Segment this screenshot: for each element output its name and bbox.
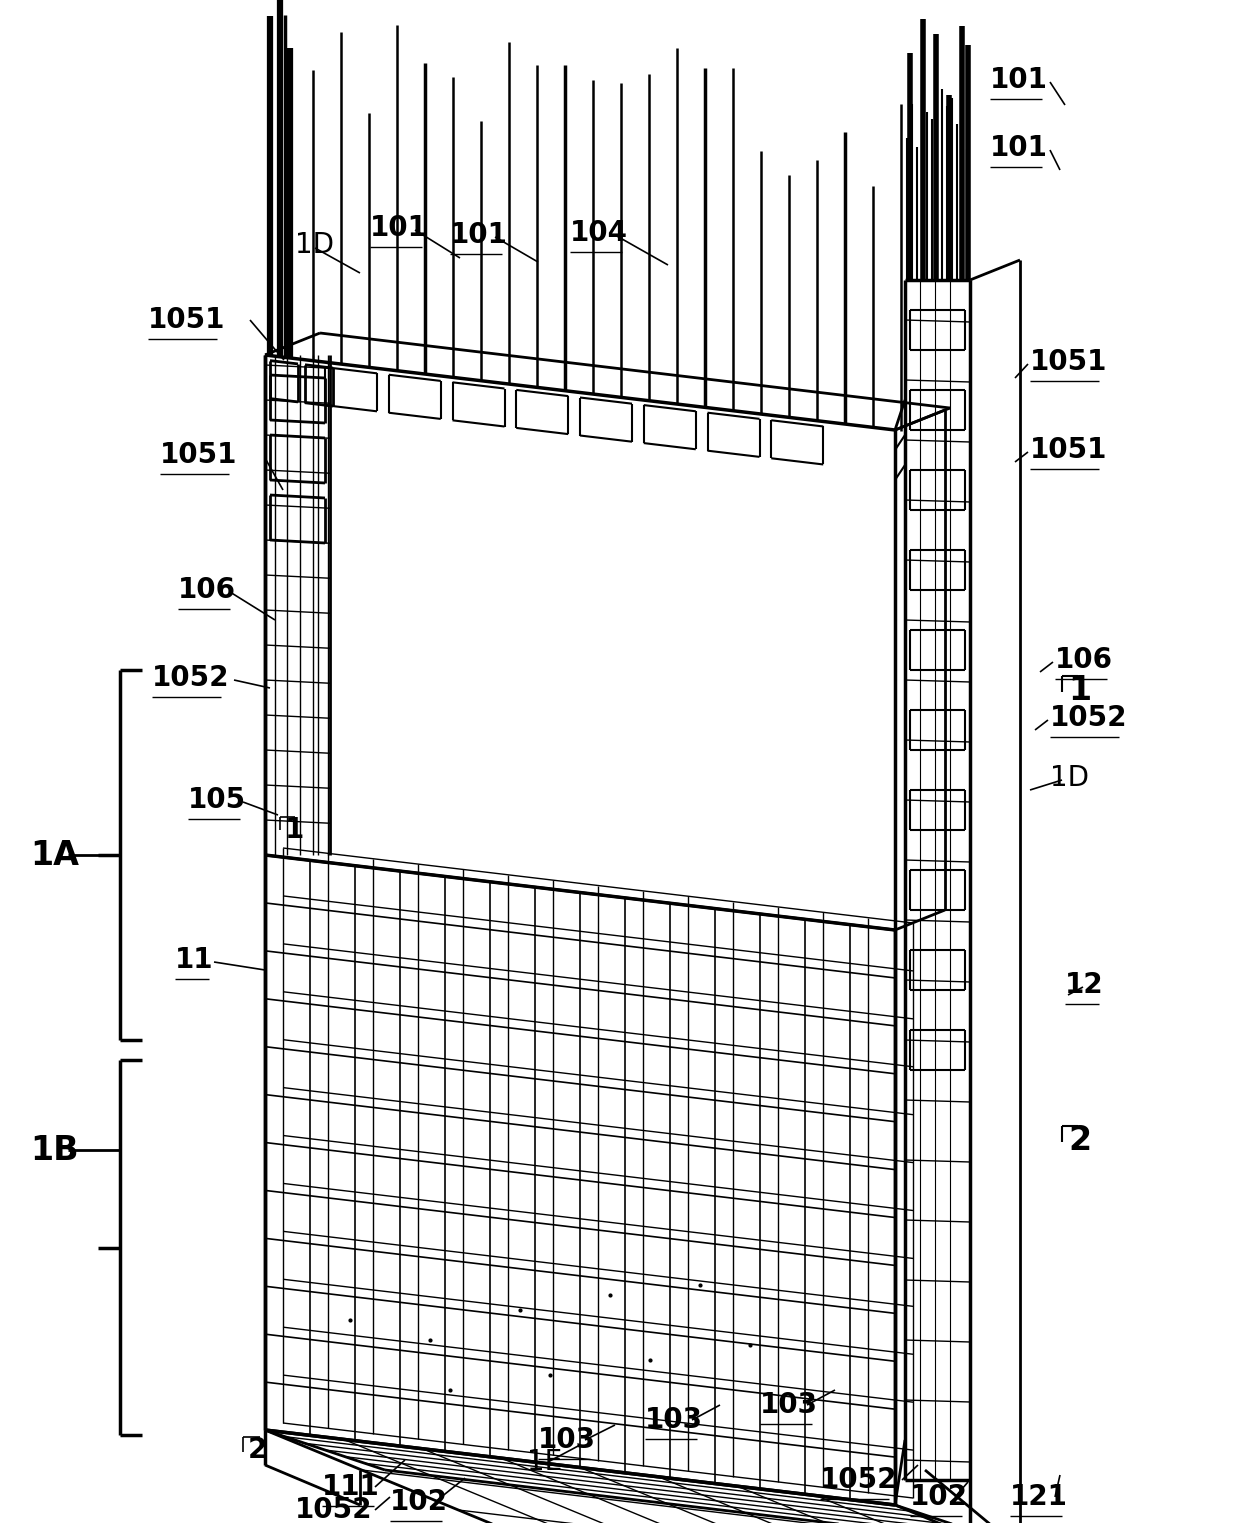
Text: 1D: 1D	[1050, 765, 1089, 792]
Text: 105: 105	[188, 786, 246, 813]
Text: 12: 12	[1065, 972, 1104, 999]
Text: 106: 106	[179, 576, 236, 605]
Text: 1: 1	[285, 816, 304, 844]
Text: 1B: 1B	[30, 1133, 78, 1167]
Text: 1: 1	[1068, 673, 1091, 707]
Text: 1051: 1051	[1030, 347, 1107, 376]
Text: 101: 101	[990, 65, 1048, 94]
Text: 103: 103	[760, 1390, 818, 1419]
Text: 103: 103	[538, 1426, 596, 1454]
Text: 102: 102	[391, 1488, 448, 1515]
Text: 1052: 1052	[1050, 704, 1127, 733]
Text: 11: 11	[175, 946, 213, 975]
Text: 101: 101	[370, 215, 428, 242]
Text: 106: 106	[1055, 646, 1114, 675]
Text: 1052: 1052	[295, 1496, 372, 1523]
Text: 111: 111	[322, 1473, 379, 1502]
Text: 2: 2	[1068, 1124, 1091, 1156]
Text: 2: 2	[248, 1436, 268, 1464]
Text: 1051: 1051	[1030, 436, 1107, 465]
Text: 1052: 1052	[153, 664, 229, 691]
Text: 103: 103	[645, 1406, 703, 1435]
Text: 1D: 1D	[295, 231, 334, 259]
Text: 1E: 1E	[527, 1448, 562, 1476]
Text: 102: 102	[910, 1483, 968, 1511]
Text: 104: 104	[570, 219, 627, 247]
Text: 101: 101	[990, 134, 1048, 161]
Text: 1052: 1052	[820, 1467, 898, 1494]
Text: 1051: 1051	[148, 306, 226, 334]
Text: 101: 101	[450, 221, 508, 248]
Text: 1051: 1051	[160, 442, 237, 469]
Text: 121: 121	[1011, 1483, 1068, 1511]
Text: 1A: 1A	[30, 839, 79, 871]
